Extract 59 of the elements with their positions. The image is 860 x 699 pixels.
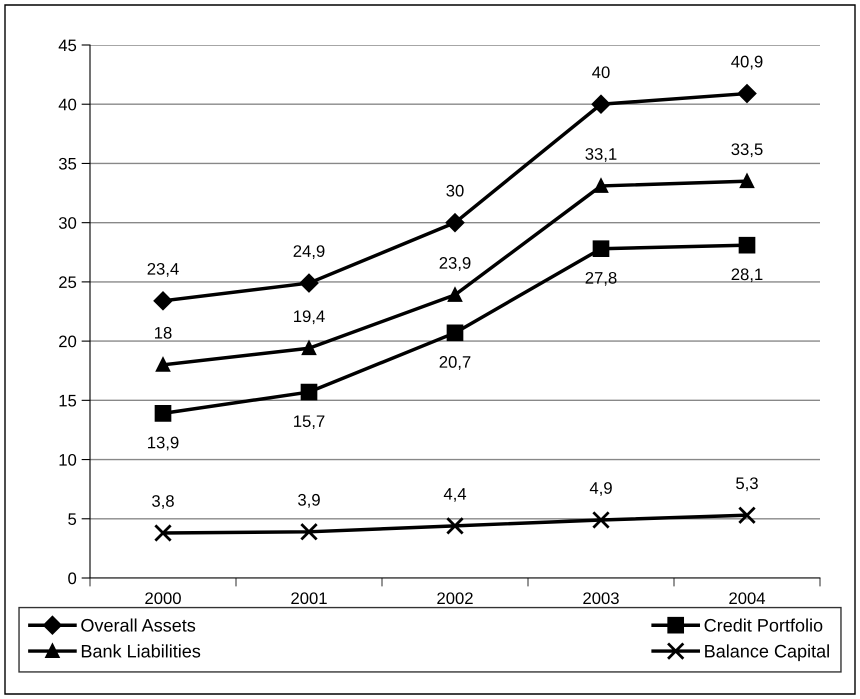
x-tick-label: 2002 — [437, 592, 473, 604]
y-tick-label: 15 — [60, 394, 76, 407]
data-label: 15,7 — [294, 415, 324, 430]
point — [446, 213, 464, 232]
data-label: 23,4 — [148, 262, 179, 277]
legend-label: Bank Liabilities — [82, 644, 200, 658]
point — [302, 341, 316, 356]
point — [300, 522, 318, 541]
point — [446, 324, 464, 342]
data-label: 13,9 — [148, 436, 178, 450]
point — [592, 510, 610, 529]
point — [592, 240, 610, 258]
x-tick-label: 2000 — [145, 592, 181, 604]
point — [446, 516, 464, 535]
data-label: 4,9 — [590, 482, 612, 496]
y-tick-label: 45 — [58, 40, 76, 52]
point — [592, 94, 610, 114]
data-label: 5,3 — [736, 477, 758, 492]
data-label: 33,5 — [731, 143, 763, 158]
data-label: 33,1 — [585, 148, 616, 162]
point — [154, 405, 172, 422]
x-tick-label: 2003 — [583, 592, 619, 604]
data-label: 40 — [592, 66, 610, 78]
data-label: 23,9 — [440, 257, 470, 271]
y-tick-label: 40 — [58, 98, 76, 110]
y-tick-label: 30 — [58, 217, 76, 229]
y-tick-label: 5 — [68, 513, 76, 525]
y-tick-label: 10 — [60, 454, 76, 466]
point — [300, 384, 318, 400]
data-label: 28,1 — [732, 268, 762, 282]
data-label: 3,9 — [298, 494, 320, 508]
x-tick-label: 2001 — [291, 592, 327, 604]
data-label: 18 — [155, 326, 172, 339]
point — [738, 84, 756, 103]
y-tick-label: 20 — [59, 336, 76, 348]
point — [738, 506, 756, 524]
legend-label: Balance Capital — [705, 644, 829, 662]
data-label: 40,9 — [731, 56, 762, 70]
y-tick-label: 0 — [68, 572, 76, 584]
point — [154, 292, 172, 310]
point — [594, 179, 608, 193]
y-tick-label: 25 — [59, 276, 76, 288]
data-label: 4,4 — [444, 488, 466, 502]
point — [448, 288, 462, 302]
legend-label: Overall Assets — [81, 618, 196, 632]
data-label: 24,9 — [294, 245, 324, 259]
point — [156, 358, 170, 372]
y-tick-label: 35 — [58, 158, 76, 170]
data-label: 3,8 — [152, 495, 174, 509]
point — [300, 274, 318, 292]
x-tick-label: 2004 — [729, 592, 766, 604]
point — [740, 174, 754, 188]
point — [738, 236, 756, 254]
data-label: 19,4 — [294, 310, 325, 324]
legend-label: Credit Portfolio — [704, 618, 822, 632]
data-label: 30 — [446, 184, 464, 197]
data-label: 20,7 — [440, 356, 470, 370]
data-label: 27,8 — [586, 272, 616, 286]
point — [154, 524, 172, 542]
